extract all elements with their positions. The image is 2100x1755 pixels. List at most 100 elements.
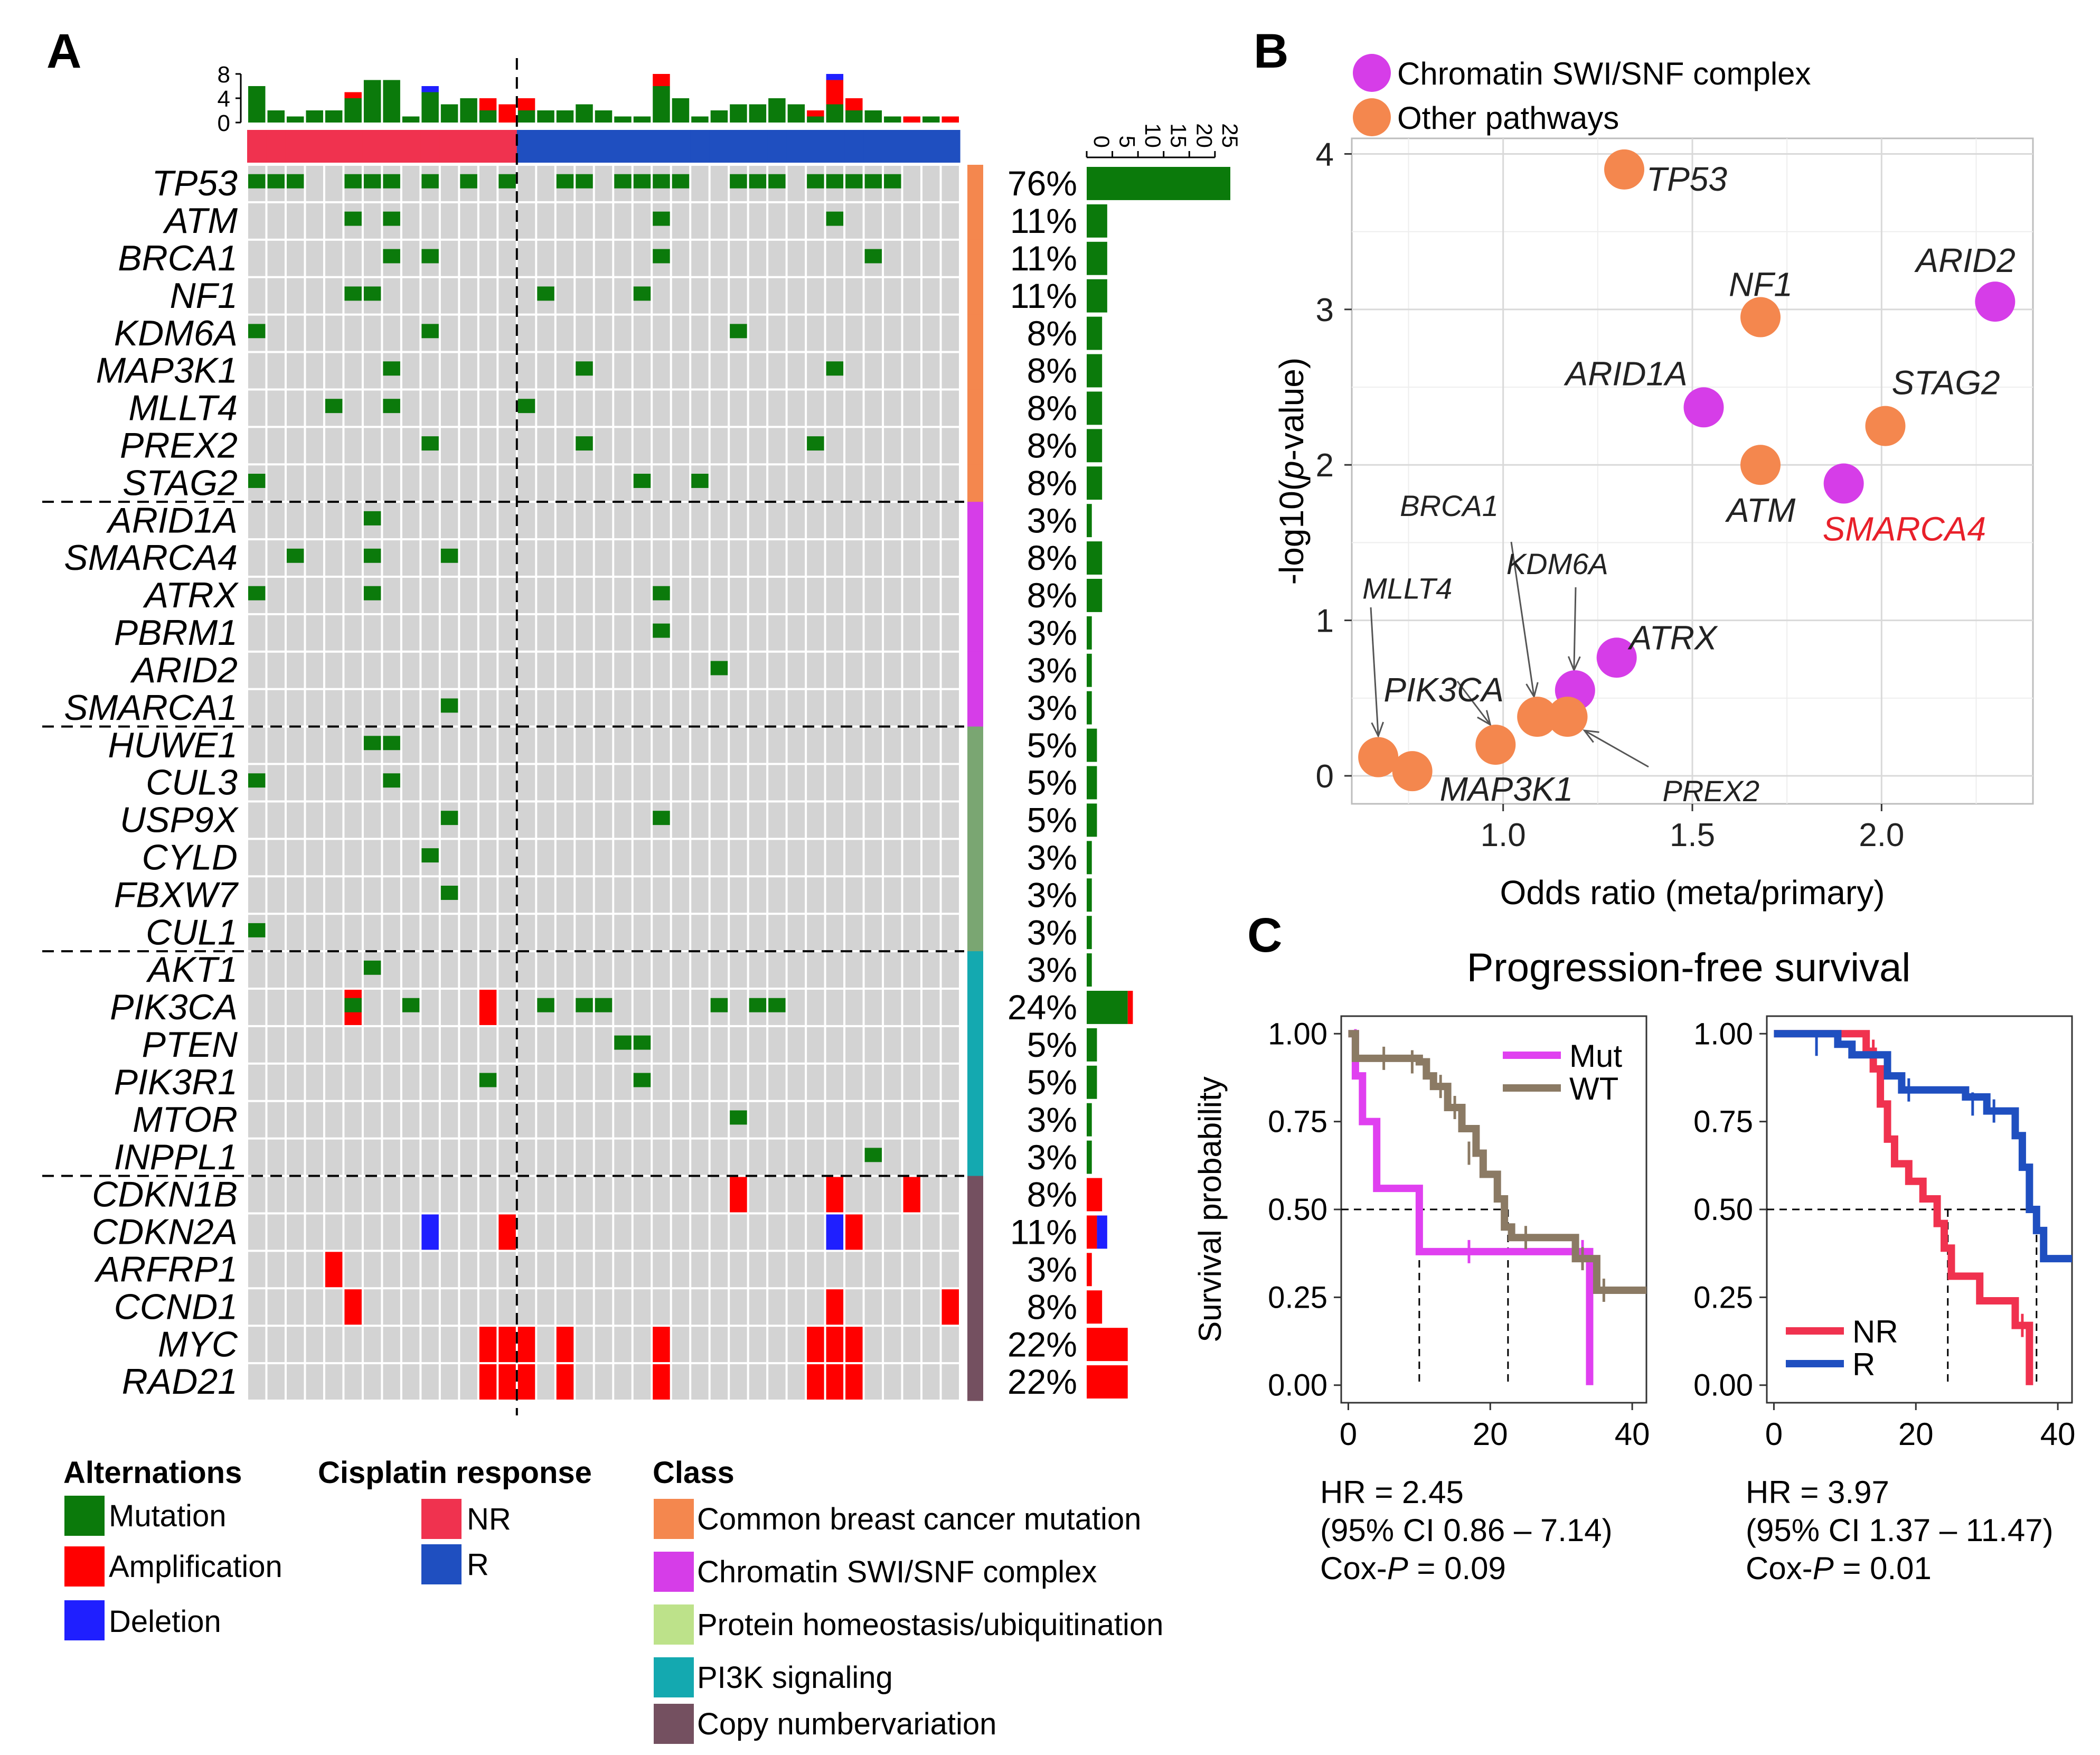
legend-mutation-label: Mutation [109, 1499, 226, 1533]
class-bar-cell [967, 1026, 983, 1064]
gene-label: STAG2 [123, 463, 238, 503]
onco-cell [479, 465, 497, 501]
onco-cell [479, 390, 497, 426]
onco-cell [248, 428, 266, 464]
onco-cell [884, 315, 901, 351]
onco-cell [498, 840, 516, 876]
legend-response: Cisplatin response NR R [318, 1456, 592, 1584]
onco-cell [248, 1214, 266, 1250]
onco-cell [864, 315, 882, 351]
onco-cell [884, 1327, 901, 1363]
km-cox-p: Cox-P = 0.01 [1746, 1551, 1932, 1586]
count-bar-mut [1087, 354, 1103, 388]
onco-cell [517, 840, 535, 876]
onco-cell [306, 465, 323, 501]
onco-cell [460, 727, 477, 763]
onco-cell [672, 1177, 690, 1213]
onco-cell [749, 1289, 767, 1325]
onco-cell [460, 652, 477, 688]
onco-cell [826, 765, 844, 801]
onco-cell [460, 1102, 477, 1138]
onco-cell [864, 1214, 882, 1250]
count-bar-amp [1087, 1215, 1097, 1249]
onco-cell [344, 952, 362, 988]
onco-cell [306, 315, 323, 351]
count-bar-mut [1087, 167, 1230, 200]
onco-cell [749, 727, 767, 763]
legend-common-swatch [654, 1499, 694, 1539]
onco-cell [941, 802, 959, 838]
onco-cell [248, 1177, 266, 1213]
scatter-point [1865, 406, 1906, 446]
onco-cell [691, 1139, 709, 1175]
onco-cell [595, 203, 613, 239]
tmb-bar-amp [941, 116, 959, 123]
onco-cell [306, 503, 323, 539]
onco-cell [537, 578, 554, 613]
onco-cell [306, 203, 323, 239]
km-title: Progression-free survival [1467, 945, 1911, 990]
onco-cell [576, 765, 593, 801]
onco-cell [922, 240, 940, 276]
response-cell [497, 130, 517, 163]
onco-cell [460, 278, 477, 314]
annotation-arrowhead [1567, 656, 1581, 672]
class-bar-cell [967, 839, 983, 877]
onco-cell [383, 428, 400, 464]
km-cox-p: Cox-P = 0.09 [1320, 1551, 1506, 1586]
mutation-cell [826, 211, 844, 226]
legend-class: Class Common breast cancer mutation Chro… [653, 1456, 1163, 1744]
onco-cell [383, 690, 400, 726]
onco-cell [286, 690, 304, 726]
onco-cell [787, 278, 805, 314]
onco-cell [460, 915, 477, 951]
onco-cell [787, 877, 805, 913]
amplification-cell [325, 1252, 343, 1288]
onco-cell [267, 278, 285, 314]
onco-cell [672, 1139, 690, 1175]
onco-cell [306, 765, 323, 801]
onco-cell [440, 1364, 458, 1400]
onco-cell [807, 990, 824, 1025]
onco-cell [383, 278, 400, 314]
onco-cell [248, 503, 266, 539]
onco-cell [267, 652, 285, 688]
gene-label: ARID2 [130, 650, 238, 690]
onco-cell [363, 990, 381, 1025]
onco-cell [768, 503, 786, 539]
onco-cell [498, 315, 516, 351]
amplification-cell [653, 1327, 670, 1363]
onco-cell [633, 765, 651, 801]
onco-cell [421, 1289, 439, 1325]
onco-cell [710, 1027, 728, 1063]
gene-label: PTEN [142, 1025, 238, 1065]
onco-cell [710, 1364, 728, 1400]
mutation-cell [363, 174, 381, 189]
onco-cell [710, 353, 728, 389]
onco-cell [884, 615, 901, 651]
onco-cell [402, 390, 420, 426]
onco-cell [941, 615, 959, 651]
onco-cell [903, 915, 921, 951]
onco-cell [460, 503, 477, 539]
mutation-cell [768, 998, 786, 1012]
onco-cell [421, 1102, 439, 1138]
onco-cell [633, 727, 651, 763]
onco-cell [864, 353, 882, 389]
onco-cell [267, 503, 285, 539]
onco-cell [941, 240, 959, 276]
onco-cell [864, 390, 882, 426]
percent-label: 3% [1027, 613, 1077, 652]
onco-cell [864, 1027, 882, 1063]
amplification-cell [479, 1327, 497, 1363]
onco-cell [787, 1289, 805, 1325]
onco-cell [749, 1027, 767, 1063]
onco-cell [787, 727, 805, 763]
onco-cell [460, 240, 477, 276]
response-cell [613, 130, 633, 163]
onco-cell [576, 1139, 593, 1175]
panel-a-oncoprint: A 840 TP53ATMBRCA1NF1KDM6AMAP3K1MLLT4PRE… [42, 24, 1242, 1415]
onco-cell [595, 1064, 613, 1100]
onco-cell [556, 802, 574, 838]
onco-cell [730, 503, 747, 539]
